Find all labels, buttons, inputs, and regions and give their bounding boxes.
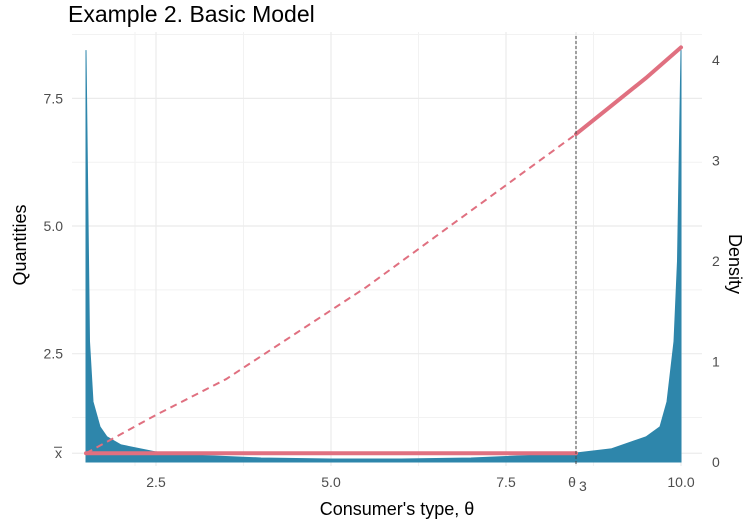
x-tick-label: 7.5 xyxy=(496,474,516,490)
quantity-line-dashed xyxy=(85,133,577,455)
quantity-line-separating xyxy=(574,45,683,137)
y-axis-right-title: Density xyxy=(725,234,745,294)
chart-title: Example 2. Basic Model xyxy=(68,1,315,27)
x-tick-label: 10.0 xyxy=(667,474,694,490)
y-axis-title: Quantities xyxy=(10,204,30,285)
x-tick-label: 2.5 xyxy=(146,474,166,490)
y-right-tick-label: 2 xyxy=(712,253,720,269)
x-axis-title: Consumer's type, θ xyxy=(320,499,475,519)
y-right-tick-label: 1 xyxy=(712,354,720,370)
y-tick-label: 2.5 xyxy=(44,346,64,362)
grid xyxy=(72,32,702,466)
x-tick-theta3-subscript: 3 xyxy=(579,478,587,494)
x-tick-label: 5.0 xyxy=(321,474,341,490)
y-tick-label: 7.5 xyxy=(44,90,64,106)
x-tick-theta3: θ xyxy=(568,474,576,490)
y-tick-label: 5.0 xyxy=(44,218,64,234)
density-area xyxy=(85,50,682,463)
y-right-tick-label: 3 xyxy=(712,153,720,169)
y-right-tick-label: 4 xyxy=(712,52,720,68)
density-layer xyxy=(85,50,682,463)
lines-layer xyxy=(84,36,683,466)
y-tick-xbar: x xyxy=(55,445,62,461)
y-right-tick-label: 0 xyxy=(712,454,720,470)
